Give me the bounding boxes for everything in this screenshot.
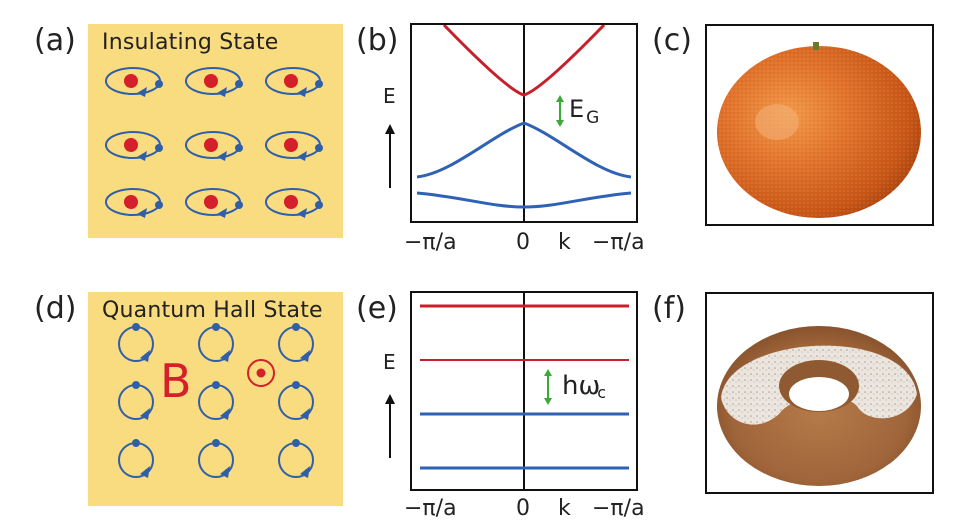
orange-photo [717, 42, 921, 218]
atom-icon [265, 188, 324, 219]
panel-label-f: (f) [652, 291, 686, 326]
panel-label-b: (b) [356, 23, 399, 58]
cyclotron-gap-arrow-icon [544, 369, 552, 405]
cyclotron-orbit-icon [198, 438, 234, 479]
valence-band-lower [416, 191, 632, 209]
band-gap-symbol: E [569, 95, 585, 123]
atomic-orbits-diagram [105, 67, 324, 219]
energy-axis-label: E [383, 84, 396, 108]
panel-label-e: (e) [356, 291, 398, 326]
cyclotron-orbit-icon [118, 438, 154, 479]
energy-up-arrow-icon [385, 124, 395, 188]
donut-photo-frame [705, 292, 934, 494]
cyclotron-orbits-diagram [118, 322, 314, 479]
cyclotron-gap-subscript: c [597, 383, 607, 402]
insulating-state-title: Insulating State [102, 30, 279, 55]
cyclotron-orbit-icon [278, 322, 314, 363]
panel-label-c: (c) [652, 23, 692, 58]
donut-photo [717, 326, 921, 486]
k-axis-label: k [558, 230, 571, 255]
cyclotron-orbit-icon [118, 380, 154, 421]
energy-up-arrow-icon [385, 394, 395, 458]
landau-levels-plot: hωc [410, 291, 638, 491]
cyclotron-orbit-icon [278, 438, 314, 479]
atom-icon [185, 131, 244, 162]
landau-level-lines [420, 293, 629, 489]
atom-icon [105, 67, 164, 98]
conduction-band [442, 25, 606, 97]
magnetic-field-label: B [160, 354, 192, 408]
atom-icon [185, 67, 244, 98]
tick-left: −π/a [404, 496, 457, 521]
tick-left: −π/a [404, 230, 457, 255]
atom-icon [265, 67, 324, 98]
tick-zero: 0 [516, 496, 530, 521]
tick-right: −π/a [592, 496, 645, 521]
cyclotron-orbit-icon [278, 380, 314, 421]
insulating-state-box: Insulating State [88, 24, 343, 238]
cyclotron-gap-label: hωc [562, 371, 607, 402]
cyclotron-gap-symbol: hω [562, 371, 601, 401]
cyclotron-orbit-icon [198, 322, 234, 363]
valence-band-upper [416, 121, 632, 179]
band-gap-subscript: G [586, 108, 600, 128]
quantum-hall-state-box: Quantum Hall State B [88, 292, 343, 506]
tick-right: −π/a [592, 230, 645, 255]
band-curves [416, 25, 632, 221]
k-axis-label: k [558, 496, 571, 521]
energy-axis-label: E [383, 350, 396, 374]
atom-icon [105, 131, 164, 162]
atom-icon [265, 131, 324, 162]
tick-zero: 0 [516, 230, 530, 255]
quantum-hall-state-title: Quantum Hall State [102, 298, 323, 323]
atom-icon [185, 188, 244, 219]
cyclotron-orbit-icon [118, 322, 154, 363]
orange-photo-frame [705, 24, 934, 226]
cyclotron-orbit-icon [198, 380, 234, 421]
atom-icon [105, 188, 164, 219]
out-of-plane-field-icon [247, 359, 275, 387]
panel-label-a: (a) [34, 23, 76, 58]
panel-label-d: (d) [34, 291, 77, 326]
band-gap-arrow-icon [556, 95, 564, 127]
